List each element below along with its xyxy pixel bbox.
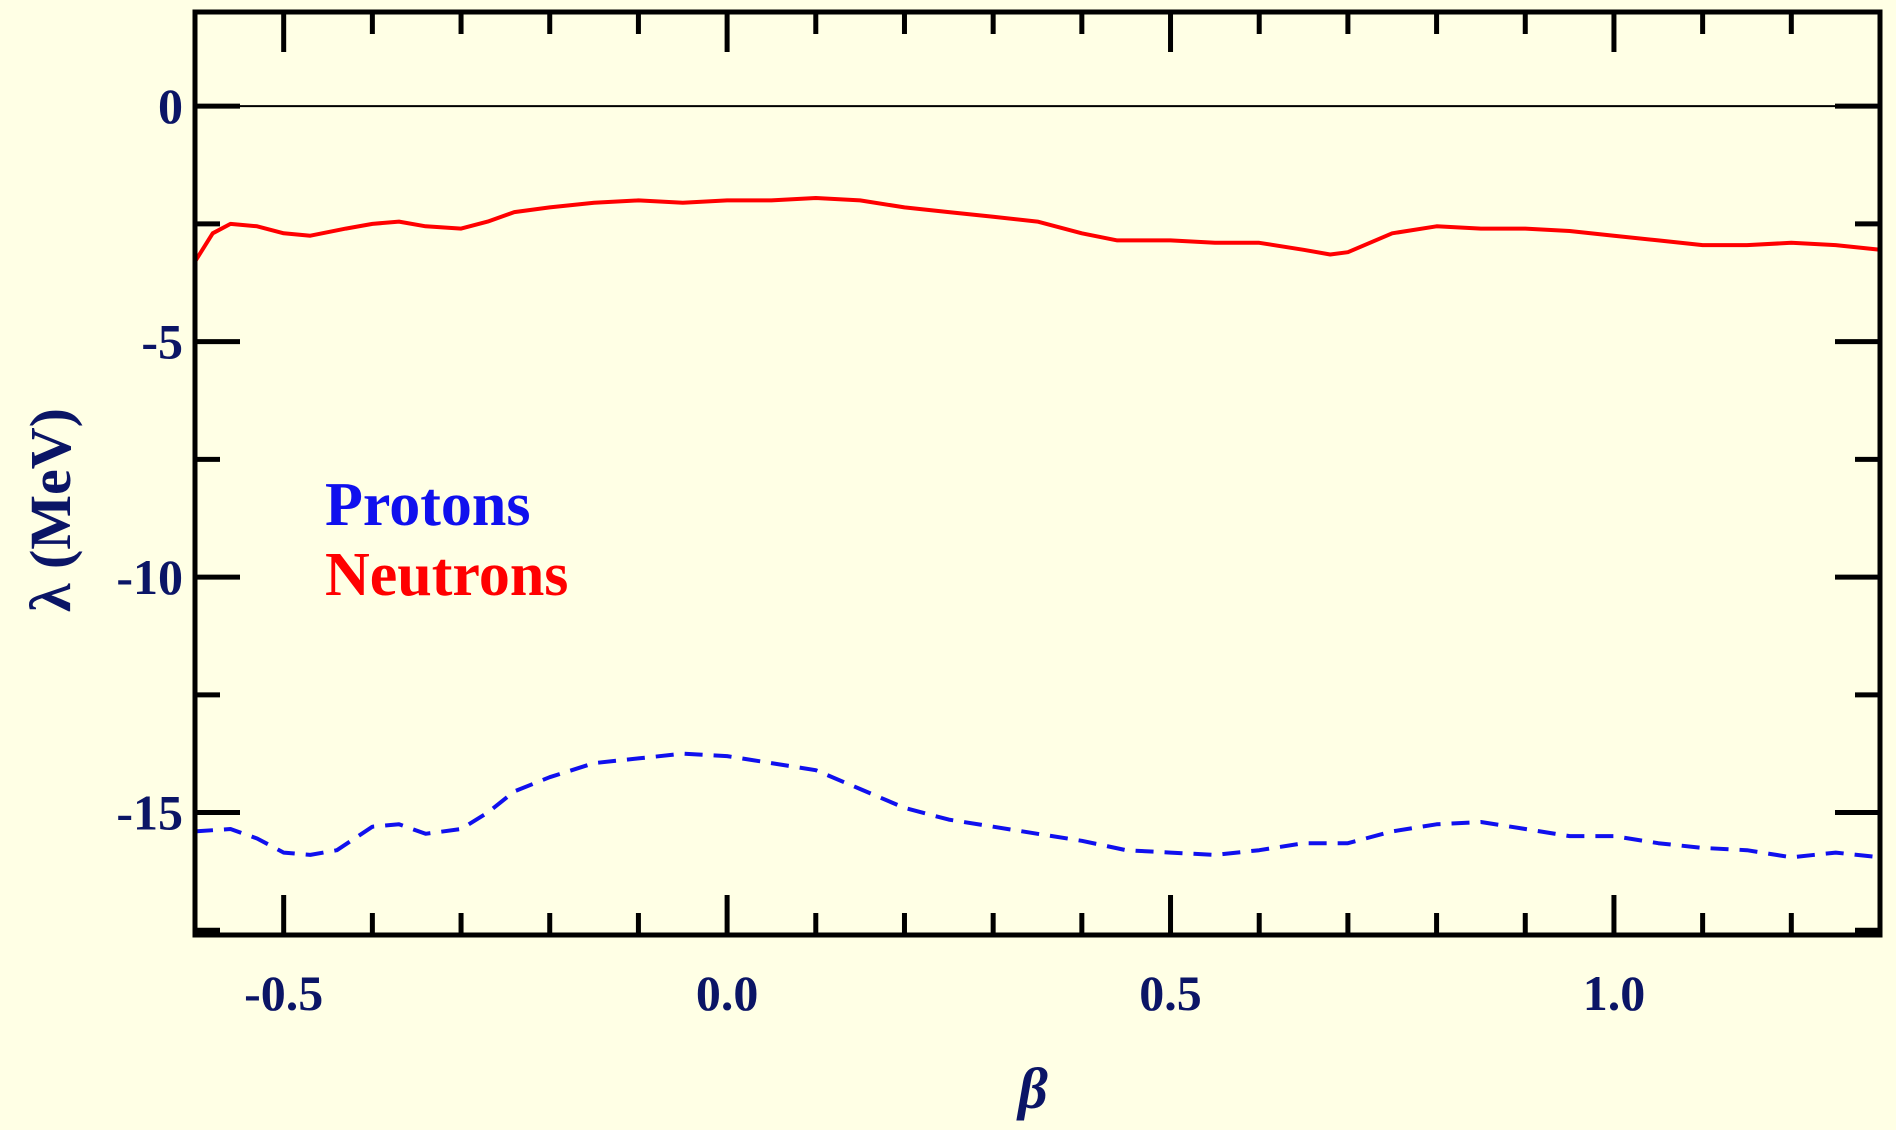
series-line-neutrons (193, 196, 1881, 263)
y-tick-label: 0 (158, 78, 183, 134)
x-tick-label: -0.5 (244, 965, 323, 1021)
legend: Protons Neutrons (325, 471, 568, 609)
series-layer (193, 196, 1881, 860)
x-tick-label: 0.5 (1139, 965, 1202, 1021)
legend-neutrons: Neutrons (325, 541, 568, 609)
y-axis-title: λ (MeV) (18, 408, 83, 612)
x-tick-labels: -0.5 0.0 0.5 1.0 (244, 965, 1645, 1021)
y-tick-label: -15 (116, 785, 183, 841)
x-axis-title: β (1016, 1056, 1048, 1121)
y-tick-label: -5 (141, 314, 183, 370)
y-tick-label: -10 (116, 549, 183, 605)
plot-frame (192, 9, 1883, 938)
y-tick-labels: 0 -5 -10 -15 (116, 78, 183, 840)
x-tick-label: 1.0 (1583, 965, 1646, 1021)
series-line-protons (194, 751, 1881, 860)
legend-protons: Protons (325, 471, 531, 539)
x-tick-label: 0.0 (696, 965, 759, 1021)
